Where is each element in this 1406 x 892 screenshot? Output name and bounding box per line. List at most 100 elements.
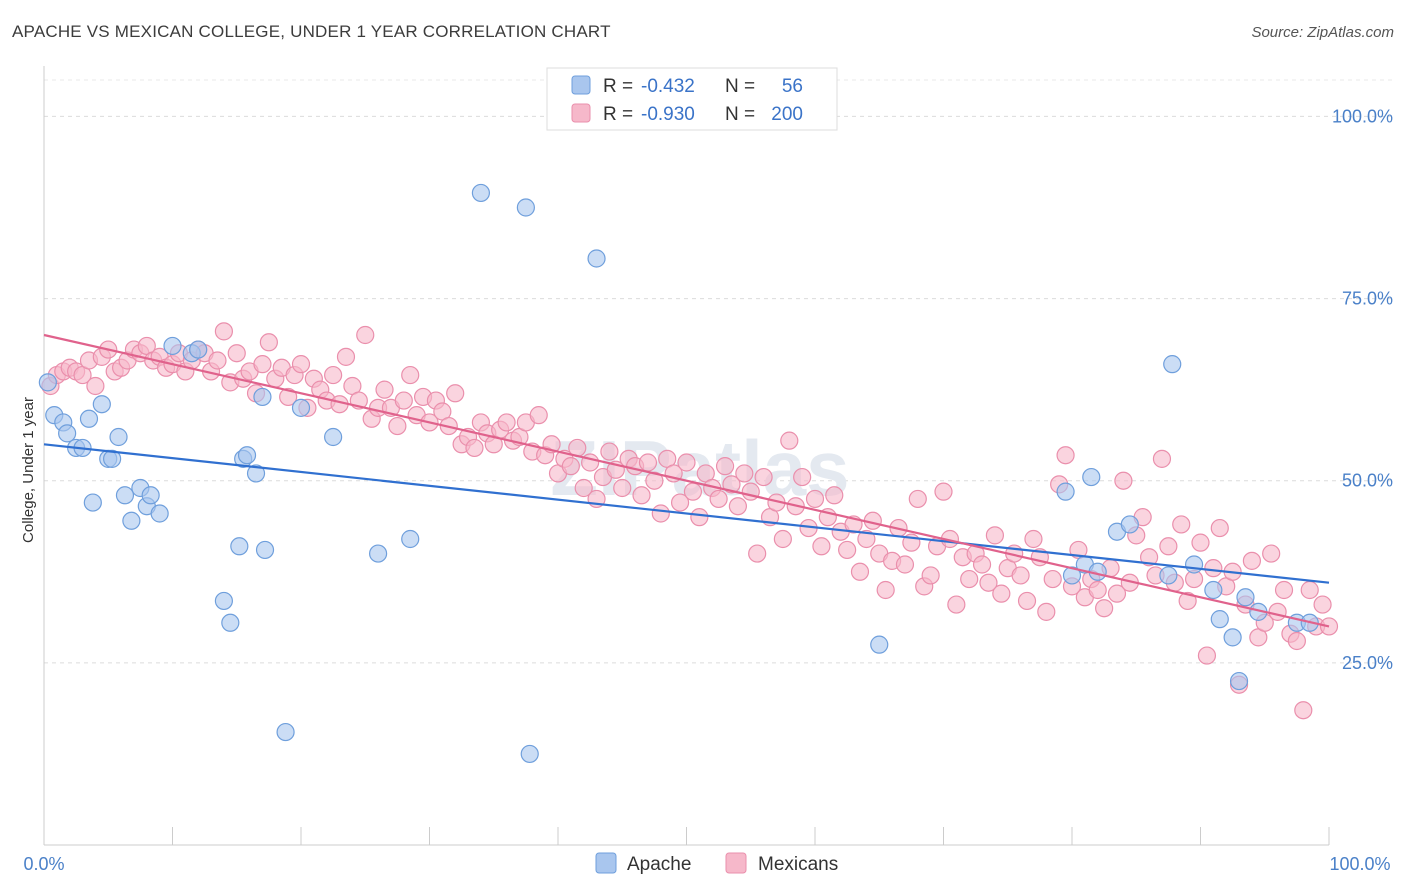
- mexicans-point: [1139, 548, 1159, 567]
- mexicans-point: [921, 566, 940, 585]
- mexicans-point: [1088, 580, 1107, 600]
- apache-point: [115, 486, 135, 505]
- mexicans-point: [465, 438, 484, 458]
- mexicans-point: [497, 413, 516, 432]
- mexicans-point: [1287, 631, 1306, 651]
- mexicans-point: [812, 537, 831, 556]
- apache-point: [1082, 467, 1101, 487]
- stats-legend: R = -0.432 N = 56 R = -0.930 N = 200: [546, 67, 838, 131]
- mexicans-point: [1056, 446, 1075, 465]
- mexicans-point: [1204, 559, 1223, 578]
- apache-point: [516, 198, 535, 217]
- mexicans-point: [356, 325, 375, 345]
- mexicans-point: [728, 497, 748, 516]
- mexicans-point: [670, 493, 690, 512]
- apache-point: [122, 511, 141, 530]
- mexicans-point: [1300, 580, 1319, 600]
- mexicans-point: [1043, 569, 1062, 589]
- trend-lines: [43, 333, 1330, 628]
- mexicans-point: [1024, 529, 1043, 549]
- apache-point: [255, 540, 275, 560]
- mexicans-point: [1262, 544, 1281, 563]
- mexicans-point: [561, 457, 580, 476]
- apache-point: [1204, 580, 1223, 600]
- mexicans-point: [1172, 515, 1191, 534]
- mexicans-point: [1197, 646, 1217, 665]
- apache-point: [237, 446, 257, 465]
- apache-point: [291, 398, 311, 417]
- mexicans-points: [41, 322, 1339, 720]
- mexicans-point: [1011, 566, 1030, 585]
- mexicans-point: [709, 489, 728, 509]
- x-tick-label: 100.0%: [1329, 854, 1390, 874]
- mexicans-point: [690, 508, 709, 527]
- mexicans-point: [850, 562, 870, 581]
- apache-point: [1159, 566, 1178, 585]
- mexicans-point: [677, 453, 696, 472]
- mexicans-point: [857, 529, 876, 549]
- apache-point: [150, 504, 169, 523]
- mexicans-point: [908, 489, 927, 509]
- apache-point: [230, 537, 249, 556]
- mexicans-point: [1242, 551, 1262, 570]
- legend-n-value: 200: [771, 104, 803, 125]
- apache-point: [1062, 566, 1082, 585]
- apache-point: [1184, 555, 1204, 574]
- mexicans-point: [1268, 602, 1287, 621]
- mexicans-point: [214, 322, 233, 341]
- apache-point: [1229, 671, 1249, 691]
- mexicans-point: [375, 380, 394, 399]
- x-tick-labels: 0.0% 100.0%: [23, 854, 1390, 874]
- mexicans-point: [895, 555, 915, 574]
- mexicans-point: [388, 416, 407, 436]
- apache-point: [163, 336, 182, 356]
- mexicans-point: [1017, 591, 1037, 611]
- source-label: Source: ZipAtlas.com: [1251, 24, 1394, 41]
- mexicans-point: [1178, 591, 1197, 611]
- mexicans-point: [1037, 602, 1056, 621]
- mexicans-point: [722, 475, 741, 494]
- mexicans-point: [793, 467, 812, 487]
- mexicans-point: [825, 486, 844, 505]
- apache-point: [369, 544, 388, 563]
- legend-n-label: N =: [725, 104, 755, 125]
- apache-point: [92, 395, 111, 414]
- mexicans-point: [324, 365, 343, 385]
- apache-point: [520, 744, 539, 764]
- mexicans-point: [805, 489, 825, 509]
- y-axis-label: College, Under 1 year: [20, 397, 37, 543]
- mexicans-point: [632, 486, 651, 505]
- mexicans-point: [979, 573, 998, 592]
- mexicans-point: [291, 355, 311, 374]
- mexicans-point: [1294, 701, 1313, 720]
- axes: [43, 66, 1330, 846]
- mexicans-point: [529, 406, 548, 425]
- mexicans-point: [1095, 599, 1114, 618]
- y-tick-label: 25.0%: [1342, 653, 1393, 673]
- mexicans-point: [748, 544, 767, 563]
- mexicans-point: [446, 384, 465, 403]
- legend-label-mexicans: Mexicans: [758, 854, 838, 875]
- mexicans-point: [838, 540, 857, 560]
- apache-point: [141, 486, 160, 505]
- apache-point: [587, 249, 606, 268]
- apache-point: [253, 387, 272, 407]
- apache-point: [1056, 482, 1075, 501]
- mexicans-point: [735, 464, 754, 483]
- legend-r-value: -0.432: [641, 76, 695, 97]
- mexicans-point: [638, 453, 658, 472]
- mexicans-point: [1210, 518, 1229, 538]
- mexicans-point: [1159, 537, 1178, 556]
- mexicans-point: [651, 504, 670, 523]
- apache-point: [1163, 355, 1182, 374]
- mexicans-point: [1107, 584, 1127, 603]
- mexicans-point: [86, 376, 105, 396]
- apache-point: [870, 635, 889, 654]
- legend-swatch-apache: [595, 852, 617, 874]
- legend-box: [546, 67, 838, 131]
- apache-point: [471, 183, 490, 203]
- mexicans-point: [947, 595, 966, 614]
- mexicans-point: [253, 355, 272, 374]
- apache-point: [221, 613, 240, 632]
- mexicans-point: [715, 457, 735, 476]
